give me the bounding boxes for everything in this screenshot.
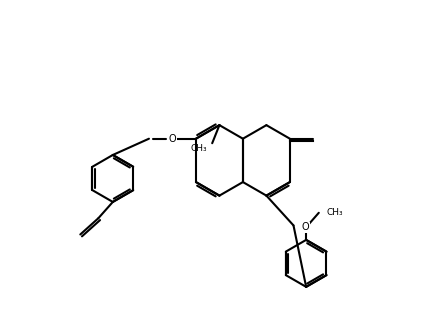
- Text: O: O: [169, 134, 176, 144]
- Text: CH₃: CH₃: [190, 144, 207, 153]
- Text: CH₃: CH₃: [326, 208, 343, 217]
- Text: O: O: [302, 222, 309, 232]
